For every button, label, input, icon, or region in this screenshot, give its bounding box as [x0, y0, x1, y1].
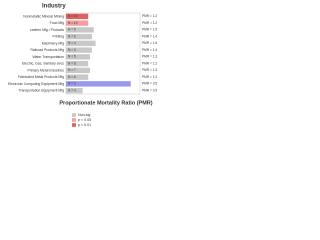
bar: [66, 81, 131, 87]
bar-count-label: N = 6: [68, 75, 76, 79]
bar: [66, 87, 83, 94]
value-label: PMR = 1.5: [142, 28, 157, 32]
value-label: PMR = 1.4: [142, 34, 157, 38]
legend-label: p < 0.05: [78, 118, 91, 122]
bar-count-label: N = 4: [68, 88, 76, 92]
chart: Industry Proportionate Mortality Ratio (…: [8, 4, 157, 127]
bar: [66, 13, 89, 20]
legend-swatch: [72, 118, 76, 122]
chart-title: Industry: [42, 4, 66, 10]
bar: [66, 47, 92, 53]
bar-count-label: N = 5: [68, 28, 76, 32]
bar-count-label: N = 4: [68, 41, 76, 45]
plot-area: [65, 12, 141, 95]
category-label: Machinery Mfg: [42, 41, 64, 45]
bar: [66, 54, 91, 60]
bar: [66, 20, 89, 26]
bar: [66, 74, 89, 80]
category-label: Fabricated Metal Products Mfg: [18, 75, 64, 79]
bar-count-label: N = 7: [68, 68, 76, 72]
category-label: Nonmetallic Mineral Mining: [23, 14, 64, 18]
bar: [66, 33, 92, 40]
bar: [66, 60, 89, 67]
legend-label: p < 0.01: [78, 123, 91, 127]
value-label: PMR = 1.6: [142, 41, 157, 45]
bar-count-label: N = 8: [68, 61, 76, 65]
bar: [66, 40, 96, 47]
value-label: PMR = 1.2: [142, 21, 157, 25]
category-label: Water Transportation: [32, 55, 64, 59]
bar: [66, 27, 94, 33]
category-label: Railroad Products Mfg: [30, 48, 64, 52]
value-label: PMR = 1.2: [142, 14, 157, 18]
x-axis-label: Proportionate Mortality Ratio (PMR): [59, 100, 152, 106]
category-label: Electric, Gas, Sanitary Svcs: [22, 62, 64, 66]
value-label: PMR = 3.5: [142, 82, 157, 86]
category-label: Food Mfg: [50, 21, 64, 25]
value-label: PMR = 1.2: [142, 61, 157, 65]
category-label: Transportation Equipment Mfg: [19, 89, 65, 93]
bar-count-label: N = 12: [68, 21, 78, 25]
value-label: PMR = 1.3: [142, 55, 157, 59]
legend-label: Non-sig: [78, 113, 90, 117]
bar-count-label: N = 6: [68, 34, 76, 38]
category-label: Printing: [53, 35, 65, 39]
bar-count-label: N = 3: [68, 82, 76, 86]
bar: [66, 67, 91, 74]
category-label: Primary Metal Industries: [27, 68, 64, 72]
bar-count-label: N = 5: [68, 55, 76, 59]
category-label: Electronic Computing Equipment Mfg: [8, 82, 64, 86]
value-label: PMR = 0.9: [142, 88, 157, 92]
bar-count-label: N = 10: [68, 14, 78, 18]
value-label: PMR = 1.3: [142, 68, 157, 72]
value-label: PMR = 1.4: [142, 48, 157, 52]
bar-count-label: N = 3: [68, 48, 76, 52]
legend-swatch: [72, 113, 76, 117]
category-label: Leather Mfg / Products: [30, 28, 65, 32]
value-label: PMR = 1.2: [142, 75, 157, 79]
legend-swatch: [72, 123, 76, 127]
